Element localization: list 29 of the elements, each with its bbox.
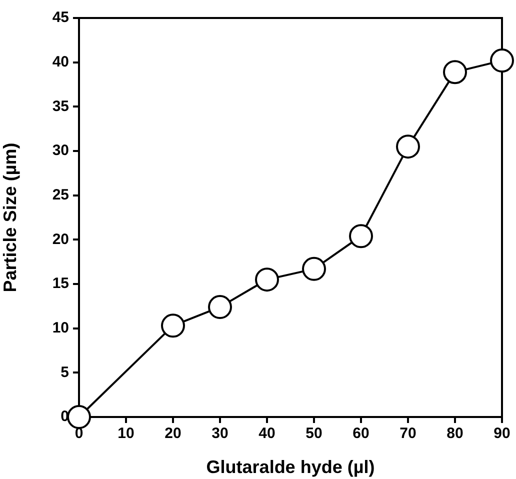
point xyxy=(443,60,467,84)
y-tick-label: 40 xyxy=(52,53,69,70)
x-axis-title: Glutaralde hyde (µl) xyxy=(206,457,375,478)
x-tick-label: 90 xyxy=(494,425,510,442)
y-tick-label: 35 xyxy=(52,98,69,115)
y-axis-title: Particle Size (µm) xyxy=(0,142,20,292)
y-tick-label: 30 xyxy=(52,142,69,160)
x-tick-label: 20 xyxy=(164,425,182,442)
x-tick-label: 50 xyxy=(306,425,322,442)
y-tick-label: 25 xyxy=(52,186,69,204)
x-tick-label: 70 xyxy=(400,425,416,442)
y-tick-label: 15 xyxy=(52,275,69,292)
y-tick-label: 10 xyxy=(52,319,69,336)
point xyxy=(161,314,185,338)
x-tick-label: 40 xyxy=(258,425,276,442)
y-tick-label: 5 xyxy=(60,364,69,381)
point xyxy=(490,48,514,73)
point xyxy=(396,134,420,159)
y-tick-label: 20 xyxy=(52,230,69,248)
y-tick-label: 45 xyxy=(52,9,69,26)
point xyxy=(208,295,232,320)
x-tick-label: 80 xyxy=(446,425,464,442)
point xyxy=(255,268,279,292)
x-tick-label: 60 xyxy=(352,425,370,442)
point xyxy=(302,256,326,281)
x-tick-label: 30 xyxy=(212,425,228,442)
point xyxy=(67,405,91,429)
x-tick-label: 10 xyxy=(118,425,134,442)
point xyxy=(349,224,373,248)
